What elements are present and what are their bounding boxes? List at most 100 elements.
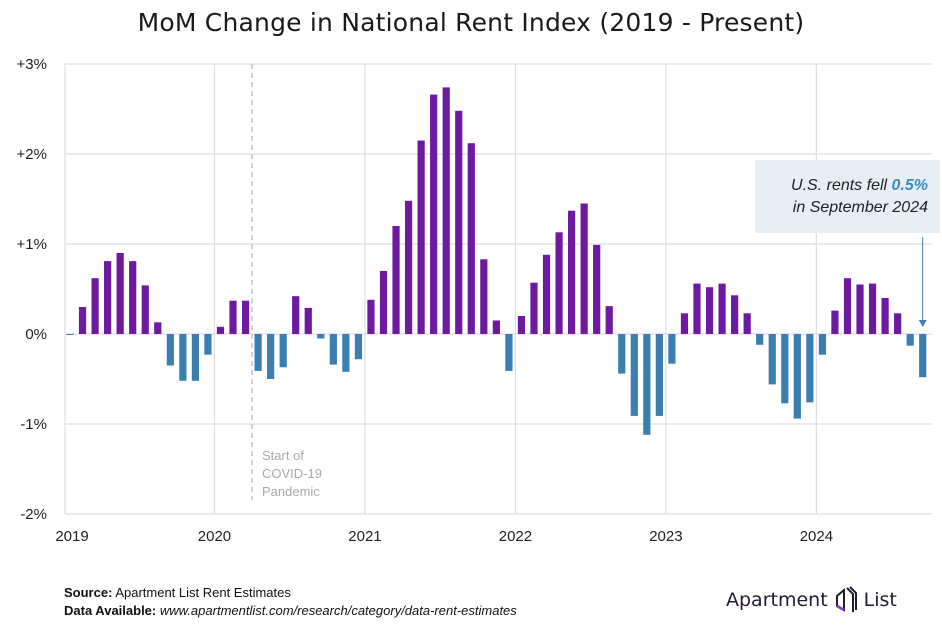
footer: Source: Apartment List Rent Estimates Da… (64, 584, 517, 620)
bar (154, 322, 162, 334)
source-label: Source: (64, 585, 113, 600)
bar (292, 296, 300, 334)
y-tick-label: +3% (17, 56, 47, 73)
bar (881, 298, 889, 334)
y-tick-label: -1% (20, 416, 47, 433)
bar (129, 261, 137, 334)
bar (542, 254, 551, 334)
building-logo-icon (835, 586, 857, 612)
bar (480, 259, 488, 334)
bar (605, 306, 613, 334)
bar (668, 334, 676, 364)
bar (906, 334, 914, 346)
x-tick-label: 2020 (198, 528, 231, 545)
x-tick-label: 2021 (348, 528, 381, 545)
annotation-text: U.S. rents fell (791, 177, 892, 194)
bar (530, 282, 538, 334)
bar (455, 110, 463, 334)
y-tick-label: +2% (17, 146, 47, 163)
bar (680, 313, 689, 334)
bar (467, 143, 475, 334)
bar (731, 295, 739, 334)
bar (141, 285, 149, 334)
bar (342, 334, 350, 372)
covid-label: Pandemic (262, 484, 320, 499)
bar (868, 283, 877, 334)
bar (806, 334, 814, 403)
bar (78, 307, 87, 334)
bar (894, 313, 902, 334)
bar (768, 334, 776, 385)
bar (191, 334, 199, 381)
annotation-box: U.S. rents fell 0.5% in September 2024 (755, 160, 940, 233)
bar (116, 253, 124, 334)
x-tick-label: 2024 (800, 528, 833, 545)
bar (229, 300, 237, 334)
bar (254, 334, 262, 371)
bar (555, 232, 563, 334)
bar (705, 287, 714, 334)
bar (655, 334, 663, 416)
bar (831, 310, 839, 334)
bar (630, 334, 638, 416)
bar (354, 334, 363, 360)
bar (580, 203, 588, 334)
bar (430, 94, 438, 334)
bar (618, 334, 626, 374)
bar (379, 271, 388, 334)
bar (693, 283, 701, 334)
bar (643, 334, 651, 435)
x-tick-label: 2022 (499, 528, 532, 545)
bar (104, 261, 112, 334)
covid-label: Start of (262, 448, 304, 463)
bar (267, 334, 275, 379)
bar (417, 140, 425, 334)
annotation-value: 0.5% (891, 177, 928, 194)
bar (317, 334, 325, 339)
bar (204, 334, 212, 355)
bar (392, 226, 400, 334)
bar (843, 278, 852, 334)
bar (304, 307, 312, 334)
x-tick-label: 2019 (55, 528, 88, 545)
covid-label: COVID-19 (262, 466, 322, 481)
bar (442, 87, 450, 335)
bar (166, 334, 174, 366)
x-tick-label: 2023 (649, 528, 682, 545)
data-url: www.apartmentlist.com/research/category/… (159, 603, 517, 618)
bar (404, 200, 413, 334)
bar (517, 316, 526, 334)
bar (718, 283, 726, 334)
bar (216, 326, 225, 334)
bar (241, 300, 250, 334)
annotation-text-2: in September 2024 (792, 199, 928, 216)
bar (756, 334, 764, 345)
logo-text-left: Apartment (726, 589, 828, 611)
bar (492, 320, 500, 334)
apartment-list-logo: Apartment List (726, 586, 897, 614)
bar (593, 244, 601, 334)
bar (743, 313, 751, 334)
bar (329, 334, 337, 365)
bar (179, 334, 187, 381)
y-tick-label: 0% (25, 326, 47, 343)
bar (367, 299, 375, 334)
data-label: Data Available: (64, 603, 157, 618)
bar (781, 334, 789, 404)
bar (66, 334, 74, 335)
bar (919, 334, 927, 378)
y-tick-label: +1% (17, 236, 47, 253)
bar (818, 334, 826, 355)
bar (568, 210, 576, 334)
bar (505, 334, 513, 371)
bar (856, 284, 864, 334)
source-text: Apartment List Rent Estimates (115, 585, 291, 600)
annotation-arrow-icon (918, 320, 927, 327)
bar (793, 334, 801, 419)
chart-title: MoM Change in National Rent Index (2019 … (137, 8, 805, 37)
y-tick-label: -2% (20, 506, 47, 523)
bar (279, 334, 287, 368)
bar (91, 278, 99, 334)
logo-text-right: List (863, 589, 897, 611)
